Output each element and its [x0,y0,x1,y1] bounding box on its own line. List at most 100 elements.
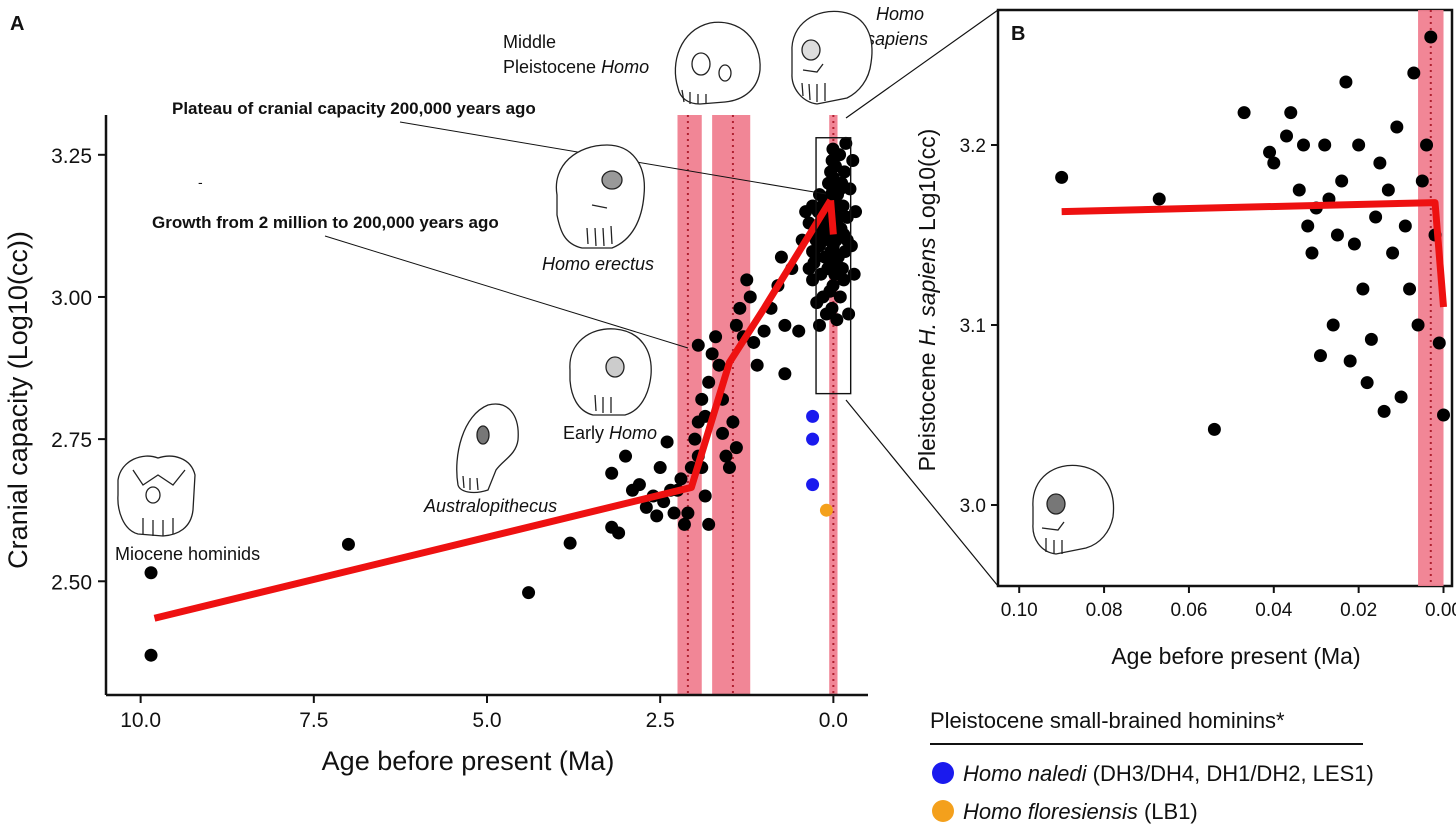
panel-a-point [839,136,853,150]
panel-b-skull-icon [1032,464,1115,555]
panel-b-point [1305,246,1319,260]
panel-a-x-ticks: 10.0 7.5 5.0 2.5 0.0 [120,695,848,732]
panel-b-point [1343,354,1357,368]
naledi-point [806,409,820,423]
naledi-point [806,478,820,492]
panel-b: B 0.10 0.08 0.06 0.04 0.02 0.00 3.0 3.1 3.2 Age… [914,8,1456,669]
panel-b-point [1055,170,1069,184]
middle-pleistocene-skull-icon [674,21,761,105]
panel-a-point [729,441,743,455]
panel-b-y-tick-label: 3.2 [960,136,986,157]
panel-a-point [849,205,863,219]
panel-a-point [144,566,158,580]
panel-a-point [716,426,730,440]
panel-a-point [695,392,709,406]
panel-a-point [778,367,792,381]
panel-a-x-tick-label: 2.5 [646,709,675,732]
panel-b-point [1360,376,1374,390]
annotation-plateau: Plateau of cranial capacity 200,000 year… [172,99,536,118]
panel-a-point [778,318,792,332]
panel-b-y-axis-title: Pleistocene H. sapiens Log10(cc) [914,129,940,472]
panel-a-y-tick-label: 3.25 [51,145,92,168]
panel-a-point [842,307,856,321]
panel-b-point [1407,66,1421,80]
panel-a-point [674,472,688,486]
panel-a-point [835,262,849,276]
panel-a-point [813,318,827,332]
legend: Pleistocene small-brained hominins* Homo… [930,708,1374,824]
panel-b-point [1403,282,1417,296]
panel-b-point [1377,404,1391,418]
early-homo-skull-icon [569,328,652,416]
panel-a-y-ticks: 2.50 2.75 3.00 3.25 [51,145,106,594]
label-miocene: Miocene hominids [115,544,260,564]
panel-a-point [698,489,712,503]
panel-a-point [612,526,626,540]
panel-a-point [837,273,851,287]
panel-b-label: B [1011,23,1025,45]
panel-b-points [1055,30,1451,436]
panel-a-point [702,375,716,389]
panel-a-fit [153,198,837,622]
panel-a-point [840,233,854,247]
legend-naledi-label: Homo naledi (DH3/DH4, DH1/DH2, LES1) [963,761,1374,786]
panel-b-x-axis-title: Age before present (Ma) [1111,643,1360,669]
panel-a-point [341,537,355,551]
naledi-point [806,432,820,446]
australopithecus-skull-icon [456,403,519,494]
panel-a-point [836,199,850,213]
zoom-connector-bottom [845,399,999,587]
panel-a-point [639,500,653,514]
panel-b-fit-line [1061,199,1448,308]
panel-b-point [1352,138,1366,152]
legend-floresiensis-swatch [932,800,954,822]
floresiensis-point [819,503,833,517]
panel-b-point [1398,219,1412,233]
label-australopithecus: Australopithecus [423,496,557,516]
panel-a-point [619,449,633,463]
panel-a-point [819,307,833,321]
panel-a-bands [677,115,838,695]
panel-a-point [830,313,844,327]
panel-b-point [1411,318,1425,332]
panel-b-point [1424,30,1438,44]
panel-a-point [823,256,837,270]
miocene-skull-icon [117,455,196,537]
legend-title: Pleistocene small-brained hominins* [930,708,1285,733]
panel-b-point [1207,422,1221,436]
panel-b-point [1356,282,1370,296]
panel-a-point [743,290,757,304]
panel-a-zoom-box [815,137,852,395]
panel-a-point [650,509,664,523]
panel-b-point [1369,210,1383,224]
panel-b-point [1420,138,1434,152]
panel-a-point [705,347,719,361]
panel-a-fit-line [153,198,834,622]
panel-a-x-axis-title: Age before present (Ma) [322,746,615,776]
panel-a-point [806,199,820,213]
homo-erectus-skull-icon [555,144,645,249]
panel-b-x-tick-label: 0.00 [1425,600,1456,621]
panel-a-y-tick-label: 2.75 [51,429,92,452]
annotation-growth: Growth from 2 million to 200,000 years a… [152,213,499,232]
panel-a-point [733,301,747,315]
panel-a-point [813,188,827,202]
panel-b-point [1152,192,1166,206]
panel-a-point [653,461,667,475]
panel-b-x-tick-label: 0.06 [1170,600,1207,621]
legend-naledi-swatch [932,762,954,784]
panel-a-point [712,358,726,372]
panel-a-zoom-rect [815,137,852,395]
panel-a: A 10.0 7.5 5.0 2.5 0.0 2.50 2.75 3.00 3.25 Age … [3,4,928,776]
label-middle-pleistocene-2: Pleistocene Homo [503,57,649,77]
panel-b-point [1390,120,1404,134]
panel-a-highlight-band [677,115,702,695]
panel-a-point [729,318,743,332]
panel-a-point [691,338,705,352]
panel-a-point [837,165,851,179]
panel-b-point [1301,219,1315,233]
stray-mark: - [198,174,203,190]
label-homo-sapiens-2: sapiens [866,29,928,49]
label-early-homo: Early Homo [563,423,657,443]
panel-a-point [667,506,681,520]
